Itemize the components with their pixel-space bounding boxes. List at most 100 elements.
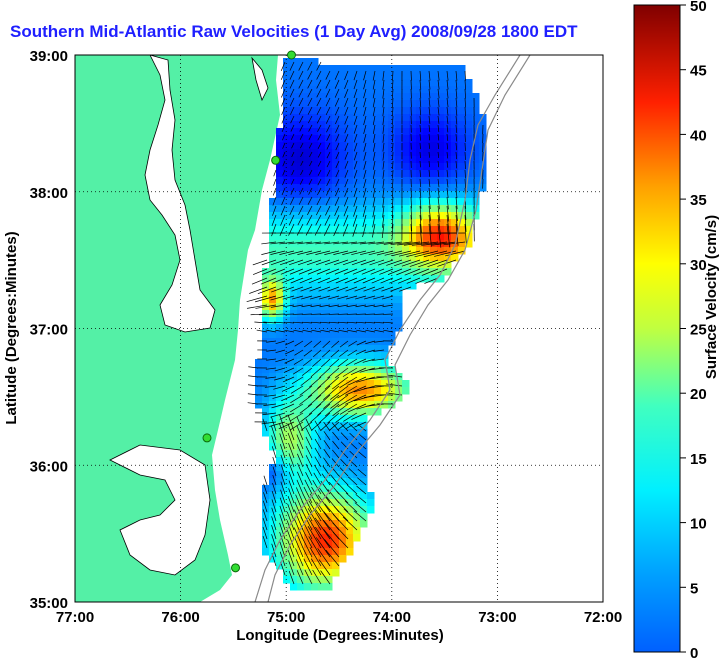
velocity-vector <box>288 463 295 477</box>
velocity-cell <box>283 422 291 430</box>
velocity-cell <box>297 569 305 577</box>
station-markers <box>202 50 296 573</box>
velocity-cell <box>311 233 319 241</box>
velocity-cell <box>318 401 326 409</box>
velocity-vector <box>391 196 394 208</box>
velocity-cell <box>318 247 326 255</box>
velocity-cell <box>437 233 445 241</box>
velocity-cell <box>381 65 389 73</box>
velocity-cell <box>374 261 382 269</box>
velocity-cell <box>346 79 354 87</box>
velocity-vector <box>316 115 322 124</box>
velocity-vector <box>311 329 322 333</box>
velocity-cell <box>332 478 340 486</box>
velocity-cell <box>437 163 445 171</box>
velocity-cell <box>311 198 319 206</box>
velocity-vector <box>351 250 367 256</box>
velocity-vector <box>362 277 376 284</box>
velocity-cell <box>290 114 298 122</box>
velocity-cell <box>297 534 305 542</box>
velocity-cell <box>353 163 361 171</box>
velocity-vector <box>363 115 367 126</box>
velocity-vector <box>254 321 268 324</box>
velocity-cell <box>416 156 424 164</box>
velocity-cell <box>318 219 326 227</box>
velocity-cell <box>304 135 312 143</box>
velocity-cell <box>318 128 326 136</box>
velocity-cell <box>395 233 403 241</box>
velocity-cell <box>332 149 340 157</box>
velocity-cell <box>423 226 431 234</box>
velocity-vector <box>297 453 304 468</box>
velocity-cell <box>290 548 298 556</box>
velocity-cell <box>339 121 347 129</box>
velocity-cell <box>346 471 354 479</box>
velocity-cell <box>318 184 326 192</box>
velocity-cell <box>332 359 340 367</box>
velocity-vector <box>279 250 295 255</box>
velocity-cell <box>402 72 410 80</box>
velocity-cell <box>262 338 270 346</box>
velocity-cell <box>318 492 326 500</box>
velocity-vector <box>353 70 358 81</box>
velocity-cell <box>325 170 333 178</box>
velocity-cell <box>339 93 347 101</box>
velocity-cell <box>458 149 466 157</box>
velocity-vector <box>353 187 358 198</box>
velocity-cell <box>325 100 333 108</box>
velocity-cell <box>332 205 340 213</box>
velocity-cell <box>339 289 347 297</box>
velocity-vector <box>464 169 466 179</box>
velocity-cell <box>451 198 459 206</box>
velocity-cell <box>346 191 354 199</box>
velocity-vector <box>296 479 304 495</box>
velocity-cell <box>409 156 417 164</box>
velocity-cell <box>374 86 382 94</box>
velocity-vector <box>325 549 340 567</box>
velocity-cell <box>297 303 305 311</box>
velocity-vector <box>363 106 367 117</box>
velocity-cell <box>276 135 284 143</box>
velocity-cell <box>332 331 340 339</box>
velocity-vector <box>310 295 322 300</box>
velocity-cell <box>402 254 410 262</box>
velocity-vector <box>382 70 385 81</box>
velocity-cell <box>430 191 438 199</box>
velocity-vector <box>446 79 449 90</box>
velocity-vector <box>328 295 340 300</box>
velocity-cell <box>353 121 361 129</box>
velocity-cell <box>388 79 396 87</box>
velocity-vector <box>301 367 313 376</box>
velocity-vector <box>464 151 466 160</box>
velocity-cell <box>297 443 305 451</box>
velocity-cell <box>304 555 312 563</box>
velocity-cell <box>339 401 347 409</box>
velocity-cell <box>458 170 466 178</box>
velocity-cell <box>269 324 277 332</box>
velocity-cell <box>290 338 298 346</box>
velocity-cell <box>297 100 305 108</box>
velocity-cell <box>318 142 326 150</box>
velocity-cell <box>472 128 480 136</box>
velocity-cell <box>346 233 354 241</box>
velocity-vector <box>329 321 340 324</box>
velocity-vector <box>270 241 286 245</box>
velocity-cell <box>339 135 347 143</box>
velocity-cell <box>304 121 312 129</box>
velocity-cell <box>465 212 473 220</box>
velocity-cell <box>276 226 284 234</box>
velocity-cell <box>423 72 431 80</box>
velocity-vector <box>311 421 322 431</box>
velocity-cell <box>416 128 424 136</box>
velocity-vector <box>455 79 458 90</box>
velocity-cell <box>339 72 347 80</box>
velocity-cell <box>423 233 431 241</box>
velocity-cell <box>416 114 424 122</box>
velocity-cell <box>437 121 445 129</box>
velocity-cell <box>367 156 375 164</box>
velocity-vector <box>372 187 376 198</box>
velocity-vector <box>308 277 322 284</box>
velocity-cell <box>353 527 361 535</box>
velocity-vector <box>283 321 295 324</box>
velocity-cell <box>339 184 347 192</box>
